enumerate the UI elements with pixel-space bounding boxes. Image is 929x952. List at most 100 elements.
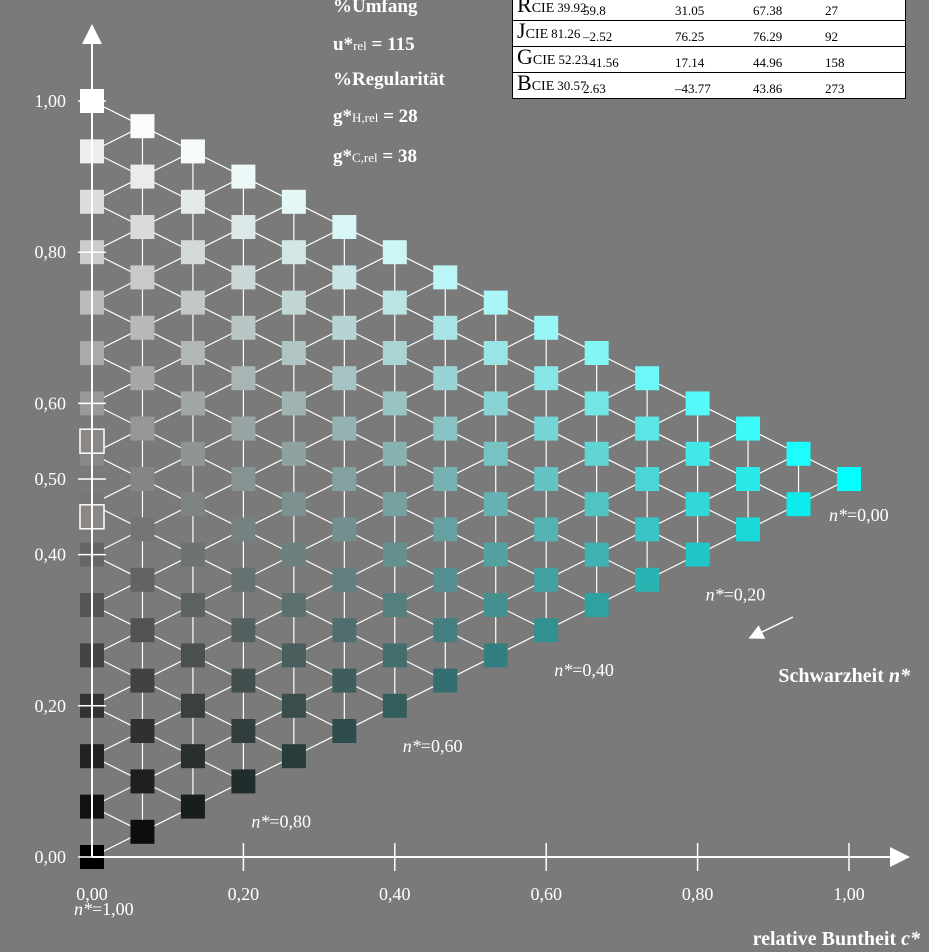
color-cells: [79, 89, 861, 869]
color-cell: [584, 391, 609, 416]
table-cell: 92: [825, 29, 838, 44]
color-cell: [635, 517, 660, 542]
color-cell: [635, 366, 660, 391]
x-axis-label: relative Buntheit c*: [753, 928, 921, 950]
color-cell: [281, 441, 306, 466]
y-tick-label: 0,20: [35, 696, 67, 716]
table-row: BCIE 30.57 2.63 –43.77 43.86 273: [513, 72, 905, 98]
color-cell: [130, 164, 155, 189]
blackness-level-label: n*=0,60: [403, 736, 463, 756]
color-cell: [584, 341, 609, 365]
color-cell: [433, 315, 458, 340]
color-cell: [382, 593, 407, 617]
color-cell: [231, 567, 256, 592]
color-cell: [483, 593, 508, 617]
table-cell: 67.38: [753, 3, 783, 18]
color-cell: [483, 441, 508, 466]
g-h-rel-value: g*H,rel = 28: [333, 106, 418, 127]
color-cell: [130, 719, 155, 743]
axes: [82, 24, 910, 867]
table-cell: 76.29: [753, 29, 783, 44]
color-cell: [685, 542, 710, 567]
table-cell: –43.77: [675, 81, 711, 96]
color-cell: [231, 164, 256, 189]
color-cell: [180, 744, 205, 769]
table-cell: 17.14: [675, 55, 705, 70]
color-cell: [332, 416, 357, 441]
chroma-grid-line: [91, 226, 345, 354]
color-cell: [231, 517, 256, 542]
table-cell: 76.25: [675, 29, 705, 44]
blackness-grid-line: [91, 402, 547, 631]
color-cell: [433, 618, 458, 643]
color-cell: [231, 315, 256, 340]
color-cell: [231, 769, 256, 794]
color-cell: [180, 542, 205, 567]
table-cell: 27: [825, 3, 838, 18]
y-tick-label: 0,80: [35, 242, 67, 262]
color-cell: [130, 819, 155, 844]
ticks: [78, 100, 850, 871]
blackness-grid-line: [91, 302, 648, 581]
color-cell: [180, 441, 205, 466]
color-cell: [382, 341, 407, 365]
color-cell: [130, 366, 155, 391]
x-tick-label: 0,00: [76, 884, 108, 904]
color-cell: [281, 189, 306, 214]
x-tick-label: 0,80: [682, 884, 714, 904]
color-cell: [180, 643, 205, 668]
color-cell: [736, 467, 761, 491]
blackness-level-label: n*=1,00: [74, 899, 134, 919]
row-label: JCIE 81.26: [517, 18, 581, 43]
color-cell: [281, 391, 306, 416]
color-cell: [281, 290, 306, 315]
color-cell: [584, 542, 609, 567]
table-cell: 31.05: [675, 3, 705, 18]
color-cell: [180, 492, 205, 517]
color-cell: [180, 240, 205, 265]
color-cell: [534, 517, 559, 542]
blackness-level-label: n*=0,00: [829, 505, 889, 525]
y-tick-label: 0,40: [35, 545, 67, 565]
color-cell: [534, 467, 559, 491]
color-cell: [685, 492, 710, 517]
table-row: RCIE 39.92 59.8 31.05 67.38 27: [513, 0, 905, 20]
color-cell: [332, 366, 357, 391]
color-cell: [180, 593, 205, 617]
color-cell: [281, 542, 306, 567]
color-cell: [534, 416, 559, 441]
y-tick-label: 1,00: [35, 91, 67, 111]
color-cell: [483, 341, 508, 365]
color-cell: [130, 114, 155, 139]
y-tick-label: 0,00: [35, 847, 67, 867]
table-row: GCIE 52.23 –41.56 17.14 44.96 158: [513, 46, 905, 72]
blackness-arrow: [748, 616, 794, 639]
row-label: RCIE 39.92: [517, 0, 587, 17]
color-cell: [635, 416, 660, 441]
color-cell: [130, 567, 155, 592]
color-cell: [786, 441, 811, 466]
regularitaet-title: %Regularität: [333, 69, 445, 90]
color-cell: [180, 139, 205, 164]
color-cell: [332, 315, 357, 340]
color-cell: [130, 215, 155, 239]
x-tick-label: 0,40: [379, 884, 411, 904]
color-cell: [382, 441, 407, 466]
table-cell: 158: [825, 55, 845, 70]
color-cell: [281, 593, 306, 617]
color-cell: [483, 492, 508, 517]
color-cell: [231, 719, 256, 743]
color-cell: [534, 618, 559, 643]
color-cell: [231, 265, 256, 290]
color-cell: [534, 567, 559, 592]
row-label: BCIE 30.57: [517, 70, 587, 95]
color-cell: [281, 693, 306, 718]
color-cell: [281, 744, 306, 769]
color-cell: [433, 467, 458, 491]
color-cell: [180, 189, 205, 214]
color-cell: [433, 668, 458, 693]
color-cell: [685, 391, 710, 416]
color-cell: [180, 391, 205, 416]
color-cell: [332, 467, 357, 491]
